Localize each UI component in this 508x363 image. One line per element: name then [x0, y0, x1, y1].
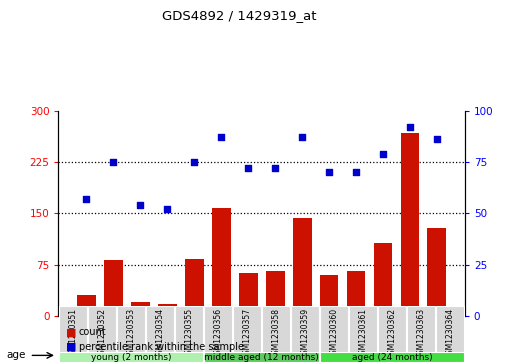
Bar: [185, 259, 204, 316]
Text: GSM1230357: GSM1230357: [243, 308, 251, 359]
Point: [163, 206, 171, 212]
Text: percentile rank within the sample: percentile rank within the sample: [79, 342, 244, 352]
Bar: [427, 228, 447, 316]
Text: GSM1230362: GSM1230362: [388, 308, 397, 359]
Point: [433, 136, 441, 142]
Text: GSM1230358: GSM1230358: [272, 308, 280, 359]
Bar: [373, 242, 392, 316]
Text: young (2 months): young (2 months): [91, 353, 171, 362]
Bar: [400, 132, 420, 316]
Bar: [146, 306, 174, 352]
Point: [271, 165, 279, 171]
Bar: [131, 302, 150, 316]
Text: GSM1230356: GSM1230356: [213, 308, 223, 359]
Text: ■: ■: [66, 342, 77, 352]
Text: GSM1230353: GSM1230353: [126, 308, 136, 359]
Bar: [407, 306, 435, 352]
Text: GSM1230359: GSM1230359: [301, 308, 310, 359]
Text: GSM1230352: GSM1230352: [98, 308, 107, 359]
Point: [352, 169, 360, 175]
Point: [379, 151, 387, 157]
Bar: [88, 306, 116, 352]
Text: age: age: [6, 350, 25, 360]
Bar: [212, 208, 231, 316]
Bar: [239, 273, 258, 316]
Point: [298, 134, 306, 140]
Bar: [104, 260, 123, 316]
Bar: [175, 306, 203, 352]
Bar: [233, 306, 261, 352]
Text: GSM1230354: GSM1230354: [155, 308, 165, 359]
Point: [109, 159, 117, 165]
Text: count: count: [79, 327, 106, 337]
Bar: [436, 306, 464, 352]
Bar: [320, 352, 464, 362]
Bar: [204, 352, 319, 362]
Bar: [59, 352, 203, 362]
Point: [244, 165, 252, 171]
Text: GSM1230364: GSM1230364: [446, 308, 455, 359]
Text: middle aged (12 months): middle aged (12 months): [204, 353, 319, 362]
Bar: [77, 295, 96, 316]
Text: aged (24 months): aged (24 months): [352, 353, 432, 362]
Bar: [291, 306, 319, 352]
Point: [82, 196, 90, 202]
Text: GSM1230355: GSM1230355: [184, 308, 194, 359]
Bar: [266, 272, 284, 316]
Point: [325, 169, 333, 175]
Text: GSM1230361: GSM1230361: [359, 308, 368, 359]
Text: ■: ■: [66, 327, 77, 337]
Point: [406, 124, 414, 130]
Text: GSM1230351: GSM1230351: [69, 308, 77, 359]
Point: [190, 159, 198, 165]
Text: GSM1230360: GSM1230360: [330, 308, 339, 359]
Bar: [117, 306, 145, 352]
Text: GDS4892 / 1429319_at: GDS4892 / 1429319_at: [162, 9, 316, 22]
Bar: [346, 272, 365, 316]
Point: [136, 202, 144, 208]
Bar: [378, 306, 406, 352]
Bar: [320, 306, 348, 352]
Text: GSM1230363: GSM1230363: [417, 308, 426, 359]
Bar: [204, 306, 232, 352]
Bar: [293, 218, 311, 316]
Point: [217, 134, 225, 140]
Bar: [320, 275, 338, 316]
Bar: [262, 306, 290, 352]
Bar: [158, 304, 177, 316]
Bar: [350, 306, 377, 352]
Bar: [59, 306, 87, 352]
